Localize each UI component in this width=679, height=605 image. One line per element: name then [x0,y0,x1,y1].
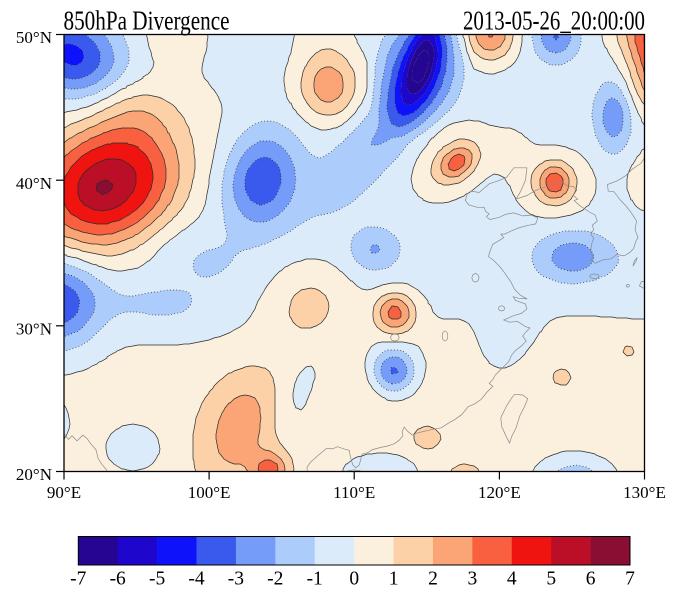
svg-text:3: 3 [468,569,478,590]
svg-text:100°E: 100°E [188,483,231,502]
svg-text:-7: -7 [70,569,86,590]
svg-text:4: 4 [507,569,517,590]
svg-text:-2: -2 [267,569,283,590]
svg-text:5: 5 [546,569,556,590]
svg-text:-3: -3 [228,569,244,590]
svg-text:-1: -1 [307,569,323,590]
svg-text:50°N: 50°N [16,28,52,47]
svg-text:850hPa Divergence: 850hPa Divergence [64,5,230,36]
svg-text:6: 6 [586,569,596,590]
svg-text:90°E: 90°E [47,483,81,502]
svg-text:-4: -4 [188,569,204,590]
svg-text:130°E: 130°E [623,483,666,502]
svg-text:2013-05-26_20:00:00: 2013-05-26_20:00:00 [463,5,645,36]
svg-text:-6: -6 [110,569,126,590]
svg-text:20°N: 20°N [16,465,52,484]
svg-text:30°N: 30°N [16,320,52,339]
svg-text:120°E: 120°E [478,483,521,502]
svg-text:0: 0 [349,569,359,590]
svg-text:-5: -5 [149,569,165,590]
svg-text:2: 2 [428,569,438,590]
svg-text:40°N: 40°N [16,174,52,193]
svg-text:7: 7 [625,569,635,590]
svg-text:1: 1 [389,569,399,590]
svg-text:110°E: 110°E [333,483,375,502]
